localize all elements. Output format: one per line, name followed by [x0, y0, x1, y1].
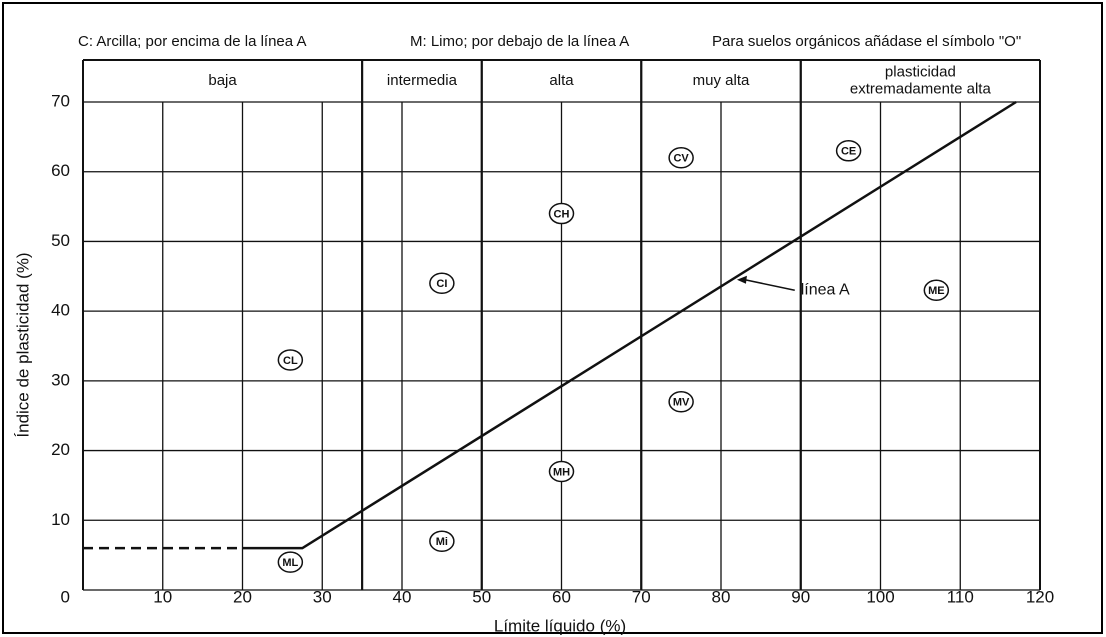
symbol-circle [548, 202, 575, 225]
x-tick-label: 50 [472, 587, 491, 606]
x-tick-label: 110 [947, 587, 974, 606]
y-tick-label: 40 [51, 301, 70, 320]
symbol-circle [429, 530, 455, 552]
zone-label: intermedia [387, 72, 458, 89]
zone-label: extremadamente alta [850, 80, 992, 97]
annotation-arrow [744, 279, 795, 291]
symbol-label: CH [554, 208, 570, 220]
y-tick-label: 70 [51, 91, 70, 110]
arrow-head [736, 275, 747, 284]
x-tick-label: 20 [233, 587, 252, 606]
note: C: Arcilla; por encima de la línea A [78, 33, 306, 50]
symbol-circle [835, 140, 862, 162]
y-tick-label: 60 [51, 161, 70, 180]
y-tick-label: 20 [51, 440, 70, 459]
symbol-label: CL [283, 355, 298, 367]
y-tick-label: 50 [51, 231, 70, 250]
zone-label: plasticidad [885, 63, 956, 80]
zone-label: alta [549, 72, 574, 89]
symbol-label: CV [673, 153, 689, 165]
symbol-label: CE [841, 146, 856, 158]
x-tick-label: 30 [313, 587, 332, 606]
y-tick-label: 0 [61, 587, 70, 606]
y-tick-label: 30 [51, 370, 70, 389]
symbol-label: MH [553, 466, 570, 478]
note: Para suelos orgánicos añádase el símbolo… [712, 33, 1021, 50]
symbol-label: Mi [436, 536, 448, 548]
note: M: Limo; por debajo de la línea A [410, 33, 629, 50]
symbol-circle [277, 349, 304, 371]
y-tick-label: 10 [51, 510, 70, 529]
line-a [242, 100, 1017, 550]
x-tick-label: 40 [393, 587, 412, 606]
x-tick-label: 80 [712, 587, 731, 606]
symbol-label: CI [436, 278, 447, 290]
symbol-label: ML [282, 557, 298, 569]
x-tick-label: 120 [1026, 587, 1054, 606]
x-tick-label: 100 [866, 587, 894, 606]
symbol-circle [277, 551, 304, 573]
symbol-circle [668, 391, 694, 413]
symbol-label: ME [928, 285, 945, 297]
x-tick-label: 90 [791, 587, 810, 606]
x-tick-label: 60 [552, 587, 571, 606]
symbol-circle [923, 279, 950, 301]
x-tick-label: 10 [153, 587, 172, 606]
symbol-circle [429, 272, 455, 295]
symbol-circle [548, 460, 575, 483]
y-axis-label: Índice de plasticidad (%) [13, 252, 32, 437]
zone-label: muy alta [693, 72, 750, 89]
x-tick-label: 70 [632, 587, 651, 606]
symbol-circle [668, 147, 694, 169]
annotation-text: línea A [801, 281, 850, 298]
zone-label: baja [208, 72, 237, 89]
x-axis-label: Límite líquido (%) [494, 616, 626, 635]
symbol-label: MV [673, 397, 690, 409]
